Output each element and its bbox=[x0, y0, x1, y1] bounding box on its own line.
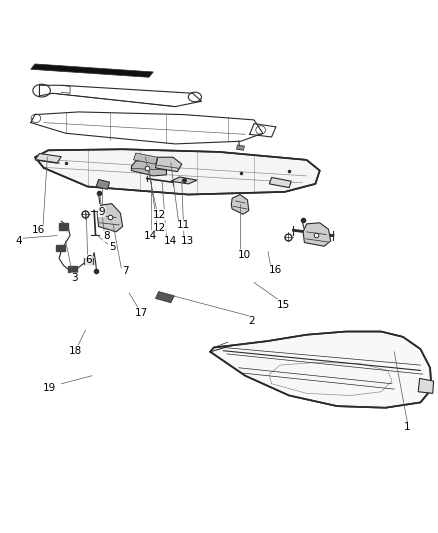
Polygon shape bbox=[269, 177, 291, 188]
Text: 7: 7 bbox=[122, 266, 129, 276]
Text: 16: 16 bbox=[32, 225, 45, 235]
Bar bbox=[68, 266, 77, 272]
Bar bbox=[84, 258, 93, 264]
Text: 9: 9 bbox=[98, 207, 105, 216]
Text: 10: 10 bbox=[237, 250, 251, 260]
Text: 14: 14 bbox=[163, 237, 177, 246]
Text: 3: 3 bbox=[71, 273, 78, 283]
Text: 1: 1 bbox=[404, 423, 411, 432]
Text: 15: 15 bbox=[277, 300, 290, 310]
Text: 12: 12 bbox=[152, 223, 166, 233]
Polygon shape bbox=[131, 160, 166, 176]
Polygon shape bbox=[134, 153, 158, 164]
Text: 13: 13 bbox=[181, 237, 194, 246]
Text: 17: 17 bbox=[134, 308, 148, 318]
Polygon shape bbox=[418, 378, 434, 393]
Text: 16: 16 bbox=[268, 265, 282, 275]
Polygon shape bbox=[237, 145, 244, 150]
Text: 6: 6 bbox=[85, 255, 92, 265]
Polygon shape bbox=[155, 292, 174, 303]
Polygon shape bbox=[171, 177, 197, 184]
Polygon shape bbox=[231, 195, 249, 214]
Text: 2: 2 bbox=[248, 317, 255, 326]
Polygon shape bbox=[155, 157, 182, 172]
Text: 5: 5 bbox=[109, 242, 116, 252]
Polygon shape bbox=[35, 154, 61, 163]
Polygon shape bbox=[96, 180, 110, 189]
Polygon shape bbox=[303, 223, 331, 246]
Bar bbox=[59, 223, 68, 230]
Text: 11: 11 bbox=[177, 221, 190, 230]
Text: 14: 14 bbox=[144, 231, 157, 241]
Text: 19: 19 bbox=[43, 383, 56, 393]
Text: 4: 4 bbox=[15, 236, 22, 246]
Polygon shape bbox=[31, 64, 153, 77]
Text: 8: 8 bbox=[103, 231, 110, 241]
Text: 12: 12 bbox=[152, 210, 166, 220]
Polygon shape bbox=[210, 332, 431, 408]
Bar bbox=[56, 245, 65, 251]
Polygon shape bbox=[97, 204, 123, 232]
Text: 18: 18 bbox=[69, 346, 82, 356]
Polygon shape bbox=[35, 149, 320, 195]
